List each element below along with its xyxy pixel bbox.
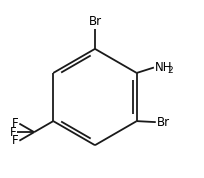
Text: 2: 2 — [167, 66, 173, 75]
Text: NH: NH — [155, 61, 172, 74]
Text: F: F — [12, 117, 19, 130]
Text: F: F — [12, 134, 19, 147]
Text: Br: Br — [88, 15, 102, 28]
Text: Br: Br — [156, 116, 170, 129]
Text: F: F — [10, 126, 17, 139]
